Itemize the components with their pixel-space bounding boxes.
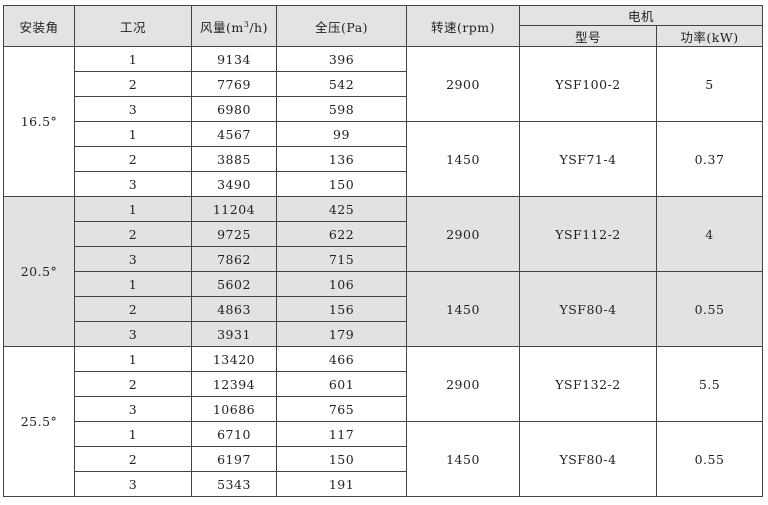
pressure-cell: 715 <box>276 246 407 272</box>
table-row: 25.5° 1 13420 466 2900 YSF132-2 5.5 <box>3 346 764 497</box>
speed-cell: 2900 <box>406 46 520 122</box>
condition-cell: 2 <box>74 146 192 172</box>
airflow-cell: 6980 <box>191 96 277 122</box>
header-pressure: 全压(Pa) <box>276 5 407 47</box>
pressure-cell: 179 <box>276 321 407 347</box>
condition-cell: 1 <box>74 346 192 372</box>
power-cell: 5.5 <box>655 346 764 422</box>
model-cell: YSF71-4 <box>519 121 657 197</box>
pressure-cell: 598 <box>276 96 407 122</box>
pressure-cell: 99 <box>276 121 407 147</box>
table-row: 2 12394 601 <box>4 371 763 397</box>
airflow-cell: 6197 <box>191 446 277 472</box>
condition-cell: 3 <box>74 96 192 122</box>
table-row: 16.5° 1 9134 396 2900 YSF100-2 5 <box>3 46 764 197</box>
speed-cell: 1450 <box>406 271 520 347</box>
model-cell: YSF80-4 <box>519 271 657 347</box>
pressure-cell: 117 <box>276 421 407 447</box>
condition-cell: 3 <box>74 471 192 497</box>
pressure-cell: 136 <box>276 146 407 172</box>
model-cell: YSF80-4 <box>519 421 657 497</box>
header-model: 型号 <box>519 25 657 47</box>
speed-cell: 1450 <box>406 421 520 497</box>
airflow-cell: 13420 <box>191 346 277 372</box>
airflow-cell: 9134 <box>191 46 277 72</box>
header-airflow: 风量(m3/h) <box>191 5 277 47</box>
power-cell: 0.55 <box>655 271 764 347</box>
condition-cell: 2 <box>74 296 192 322</box>
model-cell: YSF100-2 <box>519 46 657 122</box>
airflow-cell: 9725 <box>191 221 277 247</box>
table-row: 2 9725 622 <box>4 221 763 247</box>
condition-cell: 2 <box>74 446 192 472</box>
header-motor: 电机 <box>518 5 764 26</box>
angle-cell: 16.5° <box>3 46 75 197</box>
condition-cell: 3 <box>74 396 192 422</box>
power-cell: 0.37 <box>655 121 764 197</box>
airflow-cell: 6710 <box>191 421 277 447</box>
condition-cell: 1 <box>74 121 192 147</box>
table-row: 2 6197 150 <box>4 446 763 472</box>
airflow-cell: 7862 <box>191 246 277 272</box>
speed-cell: 2900 <box>406 196 520 272</box>
table-row: 3 5343 191 <box>4 471 763 497</box>
condition-cell: 3 <box>74 246 192 272</box>
airflow-cell: 10686 <box>191 396 277 422</box>
header-speed: 转速(rpm) <box>406 5 520 47</box>
airflow-cell: 5602 <box>191 271 277 297</box>
model-cell: YSF132-2 <box>519 346 657 422</box>
airflow-cell: 3931 <box>191 321 277 347</box>
pressure-cell: 150 <box>276 446 407 472</box>
condition-cell: 1 <box>74 196 192 222</box>
condition-cell: 3 <box>74 321 192 347</box>
airflow-cell: 5343 <box>191 471 277 497</box>
airflow-cell: 3885 <box>191 146 277 172</box>
pressure-cell: 425 <box>276 196 407 222</box>
condition-cell: 2 <box>74 221 192 247</box>
table-row: 1 4567 99 1450 YSF71-4 0.37 <box>4 121 764 197</box>
table-row: 1 6710 117 1450 YSF80-4 0.55 <box>4 421 764 497</box>
pressure-cell: 150 <box>276 171 407 197</box>
model-cell: YSF112-2 <box>519 196 657 272</box>
speed-cell: 2900 <box>406 346 520 422</box>
condition-cell: 3 <box>74 171 192 197</box>
table-row: 3 3490 150 <box>4 171 763 197</box>
airflow-cell: 4863 <box>191 296 277 322</box>
airflow-cell: 3490 <box>191 171 277 197</box>
power-cell: 4 <box>655 196 764 272</box>
power-cell: 0.55 <box>655 421 764 497</box>
header-angle: 安装角 <box>3 5 75 47</box>
condition-cell: 1 <box>74 271 192 297</box>
pressure-cell: 601 <box>276 371 407 397</box>
pressure-cell: 106 <box>276 271 407 297</box>
fan-performance-table: 安装角 工况 风量(m3/h) 全压(Pa) 转速(rpm) 电机 型号 功率(… <box>3 5 764 497</box>
pressure-cell: 622 <box>276 221 407 247</box>
pressure-cell: 156 <box>276 296 407 322</box>
airflow-cell: 4567 <box>191 121 277 147</box>
condition-cell: 2 <box>74 371 192 397</box>
table-row: 1 5602 106 1450 YSF80-4 0.55 <box>4 271 764 347</box>
table-row: 20.5° 1 11204 425 2900 YSF112-2 4 <box>3 196 764 347</box>
table-row: 3 7862 715 <box>4 246 763 272</box>
pressure-cell: 765 <box>276 396 407 422</box>
table-row: 3 3931 179 <box>4 321 763 347</box>
angle-cell: 20.5° <box>3 196 75 347</box>
condition-cell: 2 <box>74 71 192 97</box>
condition-cell: 1 <box>74 421 192 447</box>
power-cell: 5 <box>655 46 764 122</box>
pressure-cell: 396 <box>276 46 407 72</box>
pressure-cell: 542 <box>276 71 407 97</box>
header-power: 功率(kW) <box>655 25 764 47</box>
airflow-cell: 12394 <box>191 371 277 397</box>
pressure-cell: 466 <box>276 346 407 372</box>
condition-cell: 1 <box>74 46 192 72</box>
table-row: 2 7769 542 <box>4 71 763 97</box>
angle-cell: 25.5° <box>3 346 75 497</box>
pressure-cell: 191 <box>276 471 407 497</box>
header-condition: 工况 <box>74 5 192 47</box>
speed-cell: 1450 <box>406 121 520 197</box>
airflow-cell: 11204 <box>191 196 277 222</box>
airflow-cell: 7769 <box>191 71 277 97</box>
